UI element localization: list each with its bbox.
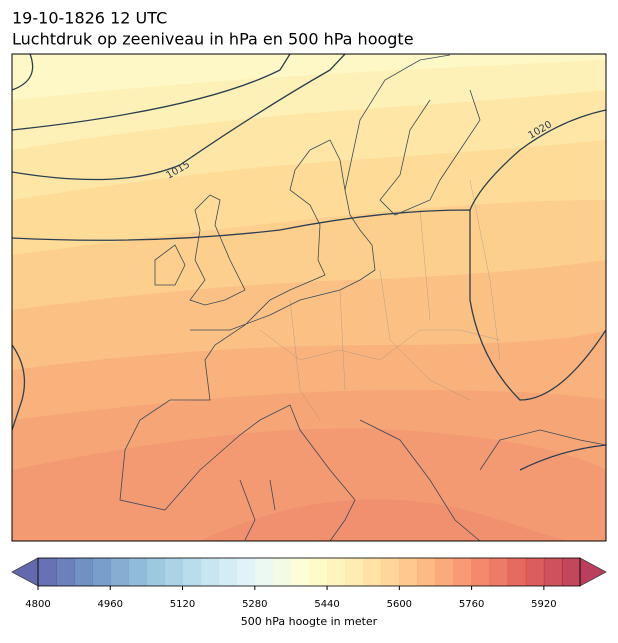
colorbar-segment bbox=[110, 558, 129, 586]
subtitle: Luchtdruk op zeeniveau in hPa en 500 hPa… bbox=[12, 30, 414, 49]
colorbar-segment bbox=[74, 558, 93, 586]
colorbar-segment bbox=[561, 558, 581, 586]
colorbar-tick-label: 5600 bbox=[387, 599, 412, 610]
colorbar-segment bbox=[471, 558, 491, 586]
colorbar-segment bbox=[38, 558, 57, 586]
colorbar-segment bbox=[254, 558, 274, 586]
colorbar-segment bbox=[182, 558, 202, 586]
colorbar-segment bbox=[309, 558, 328, 586]
colorbar-tick-label: 5120 bbox=[170, 599, 195, 610]
colorbar-segment bbox=[272, 558, 292, 586]
colorbar-tick-label: 5440 bbox=[314, 599, 339, 610]
colorbar-segment bbox=[56, 558, 75, 586]
map bbox=[12, 54, 606, 541]
colorbar-segment bbox=[543, 558, 563, 586]
colorbar-segment bbox=[417, 558, 436, 586]
colorbar-tick-label: 4800 bbox=[25, 599, 50, 610]
colorbar-segment bbox=[146, 558, 165, 586]
colorbar-segment bbox=[290, 558, 310, 586]
colorbar-tick-label: 5760 bbox=[459, 599, 484, 610]
colorbar-segment bbox=[92, 558, 111, 586]
colorbar-segment bbox=[164, 558, 184, 586]
colorbar: 4800 4960 5120 5280 5440 5600 5760 5920 bbox=[11, 557, 607, 610]
colorbar-frame bbox=[37, 557, 581, 587]
title: 19-10-1826 12 UTC bbox=[12, 9, 167, 28]
colorbar-segment bbox=[399, 558, 418, 586]
colorbar-segment bbox=[128, 558, 147, 586]
colorbar-extend-low bbox=[11, 557, 39, 587]
colorbar-tick-label: 4960 bbox=[98, 599, 123, 610]
colorbar-segment bbox=[507, 558, 527, 586]
map-frame bbox=[11, 53, 607, 542]
colorbar-label: 500 hPa hoogte in meter bbox=[241, 615, 378, 628]
colorbar-segment bbox=[200, 558, 220, 586]
colorbar-tick-label: 5280 bbox=[242, 599, 267, 610]
colorbar-extend-high bbox=[579, 557, 607, 587]
colorbar-segment bbox=[345, 558, 364, 586]
colorbar-segment bbox=[327, 558, 346, 586]
colorbar-segment bbox=[435, 558, 455, 586]
colorbar-segment bbox=[525, 558, 545, 586]
colorbar-segment bbox=[363, 558, 382, 586]
colorbar-segment bbox=[218, 558, 238, 586]
colorbar-segment bbox=[453, 558, 473, 586]
colorbar-segment bbox=[236, 558, 256, 586]
colorbar-segment bbox=[489, 558, 509, 586]
colorbar-tick-label: 5920 bbox=[531, 599, 556, 610]
colorbar-segment bbox=[381, 558, 400, 586]
